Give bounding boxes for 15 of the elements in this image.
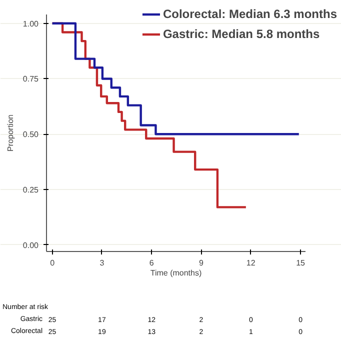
x-tick-label: 3 (100, 258, 105, 268)
x-tick-label: 0 (50, 258, 56, 268)
x-tick-label: 15 (296, 258, 306, 268)
y-tick-label: 0.00 (22, 240, 40, 250)
y-tick-label: 1.00 (22, 19, 40, 28)
x-axis-title: Time (months) (150, 268, 202, 278)
y-tick-label: 0.25 (22, 185, 40, 194)
y-axis-title: Proportion (6, 114, 15, 152)
legend-label: Gastric: Median 5.8 months (162, 27, 320, 41)
x-tick-label: 9 (199, 258, 204, 268)
y-tick-label: 0.50 (22, 130, 40, 140)
y-tick-label: 0.75 (22, 74, 40, 84)
x-tick-label: 12 (246, 258, 256, 268)
x-tick-label: 6 (149, 258, 154, 268)
legend-label: Colorectal: Median 6.3 months (162, 7, 337, 21)
